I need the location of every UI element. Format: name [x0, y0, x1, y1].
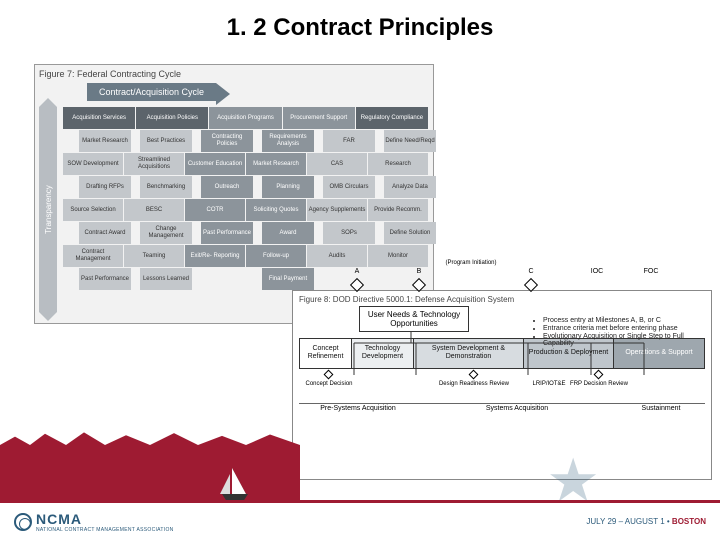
- hdr-cell: Procurement Support: [283, 107, 355, 129]
- decision-diamond-icon: [594, 369, 604, 379]
- cell: Agency Supplements: [307, 199, 367, 221]
- cell: Change Management: [140, 222, 192, 244]
- hdr-cell: Acquisition Programs: [209, 107, 281, 129]
- bracket: Pre-Systems Acquisition: [299, 403, 417, 412]
- footer: NCMA NATIONAL CONTRACT MANAGEMENT ASSOCI…: [0, 500, 720, 540]
- transparency-label: Transparency: [44, 185, 53, 234]
- cell: Teaming: [124, 245, 184, 267]
- figure-8-bullets: Process entry at Milestones A, B, or C E…: [533, 317, 703, 348]
- figure-7-caption: Figure 7: Federal Contracting Cycle: [39, 69, 429, 79]
- hdr-cell: Acquisition Policies: [136, 107, 208, 129]
- decision-diamond-icon: [324, 369, 334, 379]
- cell: Lessons Learned: [140, 268, 192, 290]
- cell: Market Research: [246, 153, 306, 175]
- sailboat-icon: [220, 462, 260, 502]
- cell: Customer Education: [185, 153, 245, 175]
- org-full: NATIONAL CONTRACT MANAGEMENT ASSOCIATION: [36, 527, 174, 533]
- cell: Planning: [262, 176, 314, 198]
- user-needs-box: User Needs & Technology Opportunities: [359, 306, 469, 332]
- fig7-row: Contract Award Change Management Past Pe…: [71, 222, 437, 244]
- dates-text: JULY 29 – AUGUST 1: [586, 517, 664, 526]
- cell: Analyze Data: [384, 176, 436, 198]
- sub-label: LRIP/IOT&E: [532, 381, 565, 387]
- phase: Concept Refinement: [300, 339, 352, 368]
- cell: Research: [368, 153, 428, 175]
- cell: Streamlined Acquisitions: [124, 153, 184, 175]
- fig7-row: Source Selection BESC COTR Soliciting Qu…: [63, 199, 429, 221]
- cell: COTR: [185, 199, 245, 221]
- cell: SOW Development: [63, 153, 123, 175]
- cell: Award: [262, 222, 314, 244]
- program-initiation-label: (Program Initiation): [445, 260, 496, 266]
- brackets-row: Pre-Systems Acquisition Systems Acquisit…: [299, 403, 705, 412]
- bullet: Entrance criteria met before entering ph…: [543, 325, 703, 332]
- cell: Soliciting Quotes: [246, 199, 306, 221]
- transparency-axis: Transparency: [39, 107, 57, 312]
- figure-8-caption: Figure 8: DOD Directive 5000.1: Defense …: [299, 295, 705, 304]
- ioc-label: IOC: [591, 268, 603, 275]
- sub-label: FRP Decision Review: [570, 381, 628, 387]
- sub-diamond-row: Concept Decision Design Readiness Review…: [299, 371, 705, 385]
- cell: Define Need/Reqd: [384, 130, 436, 152]
- cell: Past Performance: [79, 268, 131, 290]
- cell: OMB Circulars: [323, 176, 375, 198]
- page-title: 1. 2 Contract Principles: [0, 0, 720, 50]
- milestone-diamond-icon: [412, 278, 426, 292]
- cell: Follow-up: [246, 245, 306, 267]
- hdr-cell: Acquisition Services: [63, 107, 135, 129]
- cell: SOPs: [323, 222, 375, 244]
- ncma-logo: NCMA NATIONAL CONTRACT MANAGEMENT ASSOCI…: [14, 511, 174, 533]
- cell: Market Research: [79, 130, 131, 152]
- cell: BESC: [124, 199, 184, 221]
- bullet: Process entry at Milestones A, B, or C: [543, 317, 703, 324]
- cell: Contract Management: [63, 245, 123, 267]
- cell: CAS: [307, 153, 367, 175]
- cell: Source Selection: [63, 199, 123, 221]
- fig7-row: Drafting RFPs Benchmarking Outreach Plan…: [71, 176, 437, 198]
- cell: Provide Recomm.: [368, 199, 428, 221]
- cycle-arrow-label: Contract/Acquisition Cycle: [87, 83, 216, 101]
- figure-7-arrow: Contract/Acquisition Cycle: [87, 83, 429, 101]
- milestone-label: B: [417, 268, 422, 275]
- foc-label: FOC: [644, 268, 659, 275]
- milestone-label: C: [528, 268, 533, 275]
- cell: FAR: [323, 130, 375, 152]
- cell: Contract Award: [79, 222, 131, 244]
- hdr-cell: Regulatory Compliance: [356, 107, 428, 129]
- fig7-row: SOW Development Streamlined Acquisitions…: [63, 153, 429, 175]
- milestone-label: A: [355, 268, 360, 275]
- phase: System Development & Demonstration: [414, 339, 524, 368]
- cell: Drafting RFPs: [79, 176, 131, 198]
- fig7-header-row: Acquisition Services Acquisition Policie…: [63, 107, 429, 129]
- sub-label: Concept Decision: [305, 381, 352, 387]
- cell: Benchmarking: [140, 176, 192, 198]
- bracket: Sustainment: [617, 403, 705, 412]
- cell: Best Practices: [140, 130, 192, 152]
- cell: Monitor: [368, 245, 428, 267]
- figure-8: Figure 8: DOD Directive 5000.1: Defense …: [292, 290, 712, 480]
- cell: Contracting Policies: [201, 130, 253, 152]
- cell: Outreach: [201, 176, 253, 198]
- cell: Past Performance: [201, 222, 253, 244]
- cell: Exit/Re- Reporting: [185, 245, 245, 267]
- cell: Requirements Analysis: [262, 130, 314, 152]
- milestone-diamond-icon: [524, 278, 538, 292]
- sub-label: Design Readiness Review: [439, 381, 509, 387]
- fig7-row: Contract Management Teaming Exit/Re- Rep…: [63, 245, 429, 267]
- phase: Technology Development: [352, 339, 414, 368]
- cell: Audits: [307, 245, 367, 267]
- city-text: BOSTON: [672, 517, 706, 526]
- fig7-row: Market Research Best Practices Contracti…: [71, 130, 437, 152]
- milestone-row: A B (Program Initiation) C IOC FOC: [299, 280, 705, 294]
- bullet: Evolutionary Acquisition or Single Step …: [543, 333, 703, 347]
- globe-icon: [14, 513, 32, 531]
- footer-dates: JULY 29 – AUGUST 1 • BOSTON: [586, 517, 706, 526]
- bracket: Systems Acquisition: [417, 403, 617, 412]
- org-abbrev: NCMA: [36, 511, 174, 527]
- decision-diamond-icon: [469, 369, 479, 379]
- milestone-diamond-icon: [350, 278, 364, 292]
- cell: Define Solution: [384, 222, 436, 244]
